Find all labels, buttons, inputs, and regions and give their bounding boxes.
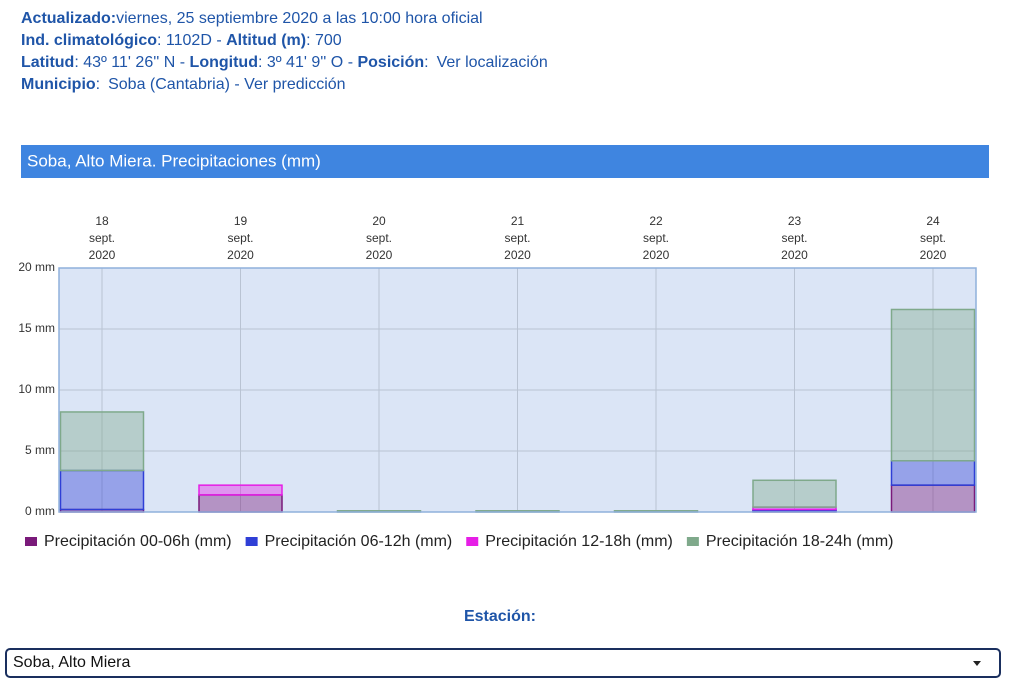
x-tick-label: 20 sept. 2020 (366, 214, 393, 262)
plot-border (58, 267, 977, 513)
legend-marker (686, 537, 699, 546)
x-tick-label: 24 sept. 2020 (920, 214, 947, 262)
info-value: : 43º 11' 26'' N - (74, 54, 186, 71)
y-tick-label: 20 mm (18, 260, 55, 274)
selected-station[interactable]: Soba, Alto Miera (13, 654, 131, 671)
info-value: : 3º 41' 9'' O - (257, 54, 354, 71)
chart: Soba, Alto Miera. Precipitaciones (mm) 0… (18, 145, 989, 550)
station-label: Estación: (463, 608, 536, 625)
y-tick-label: 10 mm (18, 382, 55, 396)
x-tick-label: 18 sept. 2020 (89, 214, 116, 262)
info-value: viernes, 25 septiembre 2020 a las 10:00 … (116, 10, 483, 27)
info-link[interactable]: Soba (Cantabria) - Ver predicción (108, 76, 346, 93)
legend-label: Precipitación 00-06h (mm) (44, 533, 232, 550)
x-tick-label: 22 sept. 2020 (643, 214, 670, 262)
info-label: Actualizado: (21, 10, 117, 27)
bar-segment (890, 308, 976, 462)
legend-label: Precipitación 18-24h (mm) (706, 533, 894, 550)
info-line: Municipio: Soba (Cantabria) - Ver predicc… (21, 74, 548, 96)
bar-segment (59, 411, 145, 472)
station-select[interactable]: Soba, Alto Miera (5, 648, 1001, 678)
x-tick-label: 23 sept. 2020 (781, 214, 808, 262)
bar-segment (752, 479, 837, 508)
bar-segment (198, 494, 283, 513)
dropdown-arrow[interactable] (973, 661, 981, 666)
info-value: : 1102D - (157, 32, 222, 49)
info-line: Ind. climatológico: 1102D - Altitud (m):… (21, 30, 548, 52)
bar-segment (890, 460, 976, 486)
x-tick-label: 21 sept. 2020 (504, 214, 531, 262)
y-tick-label: 0 mm (25, 504, 55, 518)
info-value: : (95, 76, 101, 93)
chart-title: Soba, Alto Miera. Precipitaciones (mm) (27, 151, 321, 170)
bar-segment (59, 469, 145, 511)
bar-segment (890, 484, 976, 513)
info-label: Altitud (m) (226, 32, 307, 49)
station-info: Actualizado:viernes, 25 septiembre 2020 … (21, 8, 548, 96)
legend-marker (466, 537, 479, 546)
info-link[interactable]: Ver localización (436, 54, 548, 71)
info-label: Ind. climatológico (21, 32, 158, 49)
info-label: Municipio (21, 76, 96, 93)
title-bar (21, 145, 989, 178)
info-label: Longitud (189, 54, 258, 71)
info-label: Latitud (21, 54, 75, 71)
legend-label: Precipitación 06-12h (mm) (265, 533, 453, 550)
legend-marker (25, 537, 37, 546)
legend-marker (245, 537, 258, 546)
info-label: Posición (357, 54, 425, 71)
bar-segment (198, 484, 283, 496)
info-value: : (424, 54, 429, 71)
y-tick-label: 5 mm (25, 443, 55, 457)
legend-label: Precipitación 12-18h (mm) (485, 533, 673, 550)
x-tick-label: 19 sept. 2020 (227, 214, 254, 262)
info-line: Actualizado:viernes, 25 septiembre 2020 … (21, 8, 548, 30)
y-tick-label: 15 mm (18, 321, 55, 335)
info-line: Latitud: 43º 11' 26'' N - Longitud: 3º 4… (21, 52, 548, 74)
info-value: : 700 (306, 32, 342, 49)
